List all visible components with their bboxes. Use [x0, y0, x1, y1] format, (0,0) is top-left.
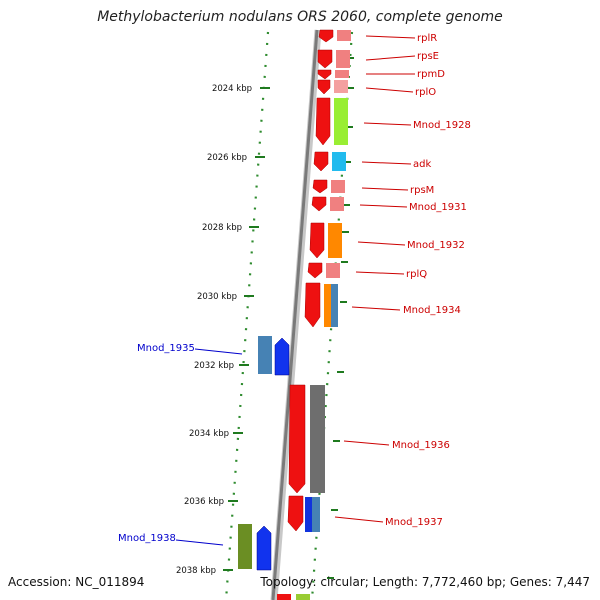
gene-label-rplO: rplO — [415, 87, 436, 98]
scale-label: 2032 kbp — [194, 361, 234, 371]
gene-labels-right: rplR rpsE rpmD rplO Mnod_1928 adk rpsM M… — [385, 33, 471, 528]
scale-label: 2034 kbp — [189, 429, 229, 439]
gene-arrow-rplO — [317, 79, 331, 95]
gene-shadow-Mnod_1934-b — [331, 284, 338, 327]
gene-shadow-Mnod_1932 — [328, 223, 342, 258]
gene-arrow-Mnod_1932 — [309, 222, 325, 259]
gene-shadow-rpsM — [331, 180, 345, 193]
genome-backbone — [270, 29, 322, 600]
gene-arrow-Mnod_1931 — [311, 196, 327, 212]
forward-strand-genes — [238, 336, 290, 571]
label-leaders-left — [175, 348, 243, 546]
gene-arrow-rpmD — [317, 69, 332, 80]
label-leaders-right — [334, 35, 416, 523]
scale-label: 2030 kbp — [197, 292, 237, 302]
gene-arrow-adk — [313, 151, 329, 172]
gene-label-Mnod_1934: Mnod_1934 — [403, 305, 461, 316]
gene-label-rplR: rplR — [417, 33, 437, 44]
gene-arrow-Mnod_1937 — [287, 495, 304, 532]
gene-label-rpsM: rpsM — [410, 185, 434, 196]
gene-arrow-Mnod_1938 — [256, 525, 272, 571]
gene-shadow-rpsE — [336, 50, 350, 68]
gene-arrow-rpsM — [312, 179, 328, 194]
gene-arrow-rpsE — [317, 49, 333, 69]
gene-partial-bottom — [277, 594, 291, 600]
gene-label-rplQ: rplQ — [406, 269, 427, 280]
gene-shadow-Mnod_1937-a — [305, 497, 312, 532]
gene-arrow-rplQ — [307, 262, 323, 279]
gene-label-adk: adk — [413, 159, 431, 170]
gene-label-Mnod_1937: Mnod_1937 — [385, 517, 443, 528]
gene-shadow-rpmD — [335, 70, 349, 78]
gene-shadow-Mnod_1928 — [334, 98, 348, 145]
topology-text: Topology: circular; Length: 7,772,460 bp… — [260, 575, 590, 589]
gene-shadow-Mnod_1935 — [258, 336, 272, 374]
gene-label-rpmD: rpmD — [417, 69, 445, 80]
gene-arrow-rplR — [318, 29, 334, 43]
gene-label-Mnod_1928: Mnod_1928 — [413, 120, 471, 131]
gene-label-Mnod_1938: Mnod_1938 — [118, 533, 176, 544]
gene-shadow-Mnod_1937-b — [312, 497, 320, 532]
gene-shadow-adk — [332, 152, 346, 171]
scale-label: 2038 kbp — [176, 566, 216, 576]
gene-shadow-Mnod_1936 — [310, 385, 325, 493]
gene-shadow-rplQ — [326, 263, 340, 278]
scale-labels: 2024 kbp 2026 kbp 2028 kbp 2030 kbp 2032… — [176, 84, 252, 576]
genome-title: Methylobacterium nodulans ORS 2060, comp… — [97, 9, 503, 25]
gene-shadow-rplO — [334, 80, 348, 93]
gene-partial-bottom-shadow — [296, 594, 310, 600]
scale-label: 2026 kbp — [207, 153, 247, 163]
gene-labels-left: Mnod_1935 Mnod_1938 — [118, 343, 195, 544]
accession-text: Accession: NC_011894 — [8, 575, 145, 589]
scale-label: 2036 kbp — [184, 497, 224, 507]
gene-label-Mnod_1935: Mnod_1935 — [137, 343, 195, 354]
gene-arrow-Mnod_1935 — [274, 337, 290, 376]
scale-label: 2024 kbp — [212, 84, 252, 94]
gene-label-Mnod_1936: Mnod_1936 — [392, 440, 450, 451]
gene-arrow-Mnod_1928 — [315, 97, 331, 146]
gene-shadow-rplR — [337, 30, 351, 41]
gene-label-rpsE: rpsE — [417, 51, 439, 62]
gene-shadow-Mnod_1934-a — [324, 284, 331, 327]
gene-arrow-Mnod_1934 — [304, 282, 321, 328]
reverse-strand-genes — [277, 29, 351, 600]
gene-arrow-Mnod_1936 — [288, 384, 306, 494]
left-ruler — [224, 31, 270, 600]
gene-label-Mnod_1932: Mnod_1932 — [407, 240, 465, 251]
gene-shadow-Mnod_1931 — [330, 197, 344, 211]
scale-label: 2028 kbp — [202, 223, 242, 233]
gene-shadow-Mnod_1938 — [238, 524, 252, 569]
gene-label-Mnod_1931: Mnod_1931 — [409, 202, 467, 213]
